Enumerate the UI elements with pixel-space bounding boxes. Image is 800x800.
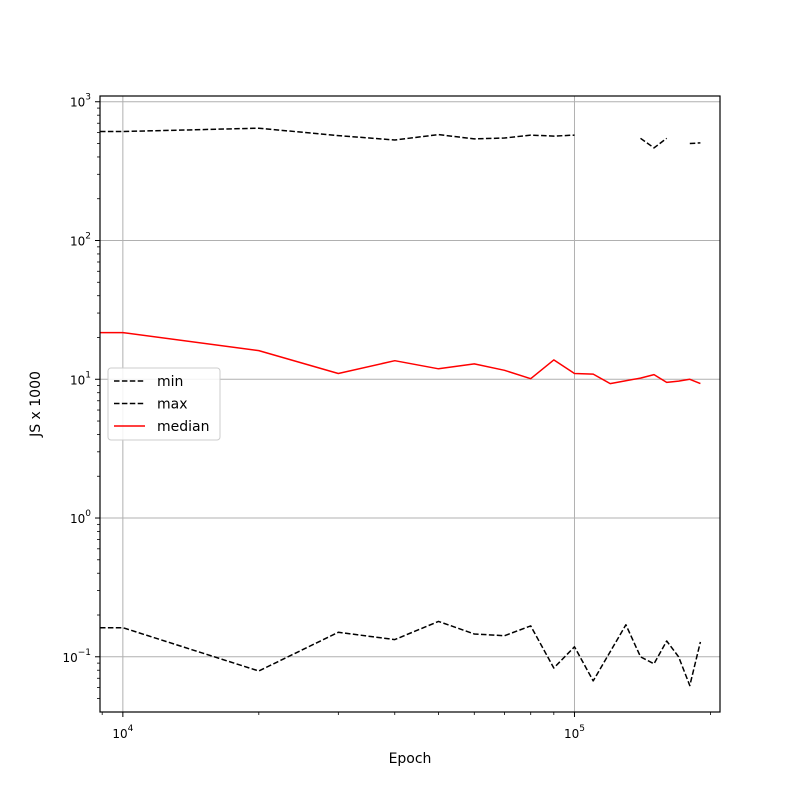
- y-tick-label-1: 100: [70, 509, 91, 526]
- legend: min max median: [107, 367, 221, 441]
- legend-label-min: min: [157, 374, 183, 390]
- series-median-line-0: [100, 331, 701, 385]
- legend-box: [107, 367, 221, 441]
- grid: [100, 96, 720, 712]
- series-min-line-0: [100, 620, 702, 687]
- y-tick-label-2: 101: [70, 370, 91, 387]
- ticks: 104 105 10−1 100 101 102 103: [62, 93, 711, 741]
- series-max-line-0: [100, 127, 575, 141]
- legend-label-max: max: [157, 397, 188, 413]
- y-tick-label-4: 103: [70, 93, 91, 110]
- x-tick-label-0: 104: [112, 724, 133, 741]
- series-max-line-1: [640, 137, 668, 149]
- y-tick-label-0: 10−1: [62, 648, 91, 665]
- legend-label-median: median: [157, 419, 209, 435]
- series-max-line-2: [689, 142, 701, 145]
- series-layer: [100, 127, 702, 687]
- y-axis-label: JS x 1000: [28, 371, 44, 438]
- x-tick-label-1: 105: [564, 724, 585, 741]
- y-tick-label-3: 102: [70, 232, 91, 249]
- x-axis-label: Epoch: [389, 751, 432, 767]
- plot-frame: [99, 95, 721, 713]
